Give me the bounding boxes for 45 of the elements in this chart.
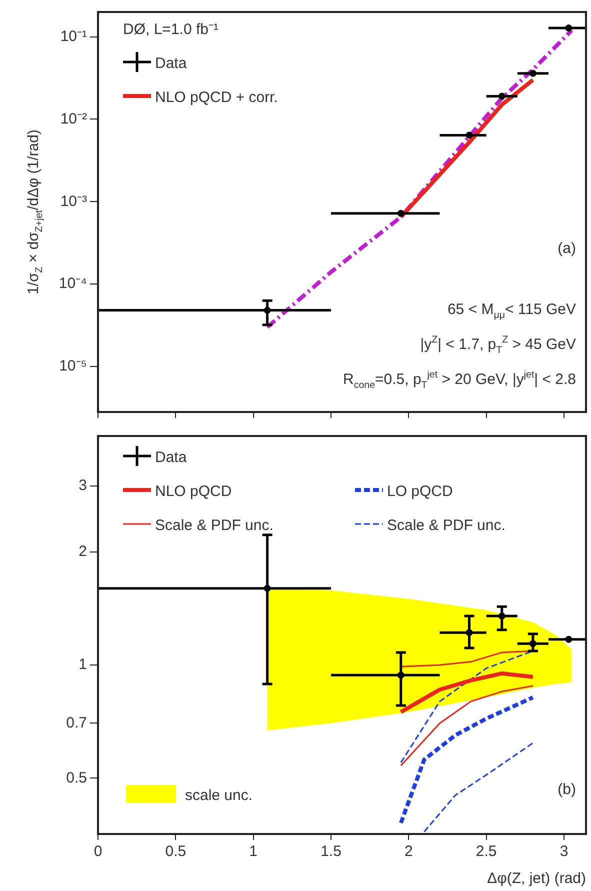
point [529,70,536,77]
y-tick-label: 0.7 [66,714,87,732]
point [466,629,473,636]
legend-label: Data [155,55,188,72]
legend-label: LO pQCD [387,483,454,500]
point [397,672,404,679]
legend-label: NLO pQCD + corr. [155,89,278,106]
x-tick-label: 1.5 [320,843,342,860]
x-tick-label: 2.5 [476,843,497,860]
annotation: DØ, L=1.0 fb⁻¹ [123,21,218,38]
point [529,640,536,648]
line-series [398,695,535,825]
point [264,584,271,592]
line-series [423,742,534,832]
legend-label: scale unc. [185,787,253,804]
y-tick-label: 3 [78,476,87,494]
x-tick-label: 0.5 [165,843,186,860]
y-tick-label: 10⁻⁴ [58,275,87,292]
y-tick-label: 10⁻³ [60,192,87,210]
line-series [400,650,534,764]
y-axis-title: 1/σZ × dσZ+jet/dΔφ (1/rad) [25,130,45,294]
point [264,306,271,314]
y-tick-label: 10⁻⁵ [59,358,87,375]
x-tick-label: 1 [249,843,258,860]
legend-label: Data [155,449,188,466]
y-tick-label: 10⁻¹ [60,28,87,45]
y-tick-label: 0.5 [66,769,87,786]
point [565,636,572,643]
legend-label: Scale & PDF unc. [387,517,506,534]
x-tick-label: 0 [94,843,102,860]
legend-label: Scale & PDF unc. [155,517,274,534]
point [498,612,506,620]
y-tick-label: 1 [78,656,87,674]
point [565,24,572,32]
point [466,132,473,139]
annotation: (a) [558,240,576,257]
x-tick-label: 3 [560,843,568,860]
y-tick-label: 10⁻² [60,110,87,128]
point [397,210,404,217]
x-tick-label: 2 [404,843,413,860]
annotation: (b) [558,781,576,798]
legend-label: NLO pQCD [155,483,232,500]
x-axis-title: Δφ(Z, jet) (rad) [487,870,586,887]
y-tick-label: 2 [78,543,87,560]
point [498,92,506,100]
